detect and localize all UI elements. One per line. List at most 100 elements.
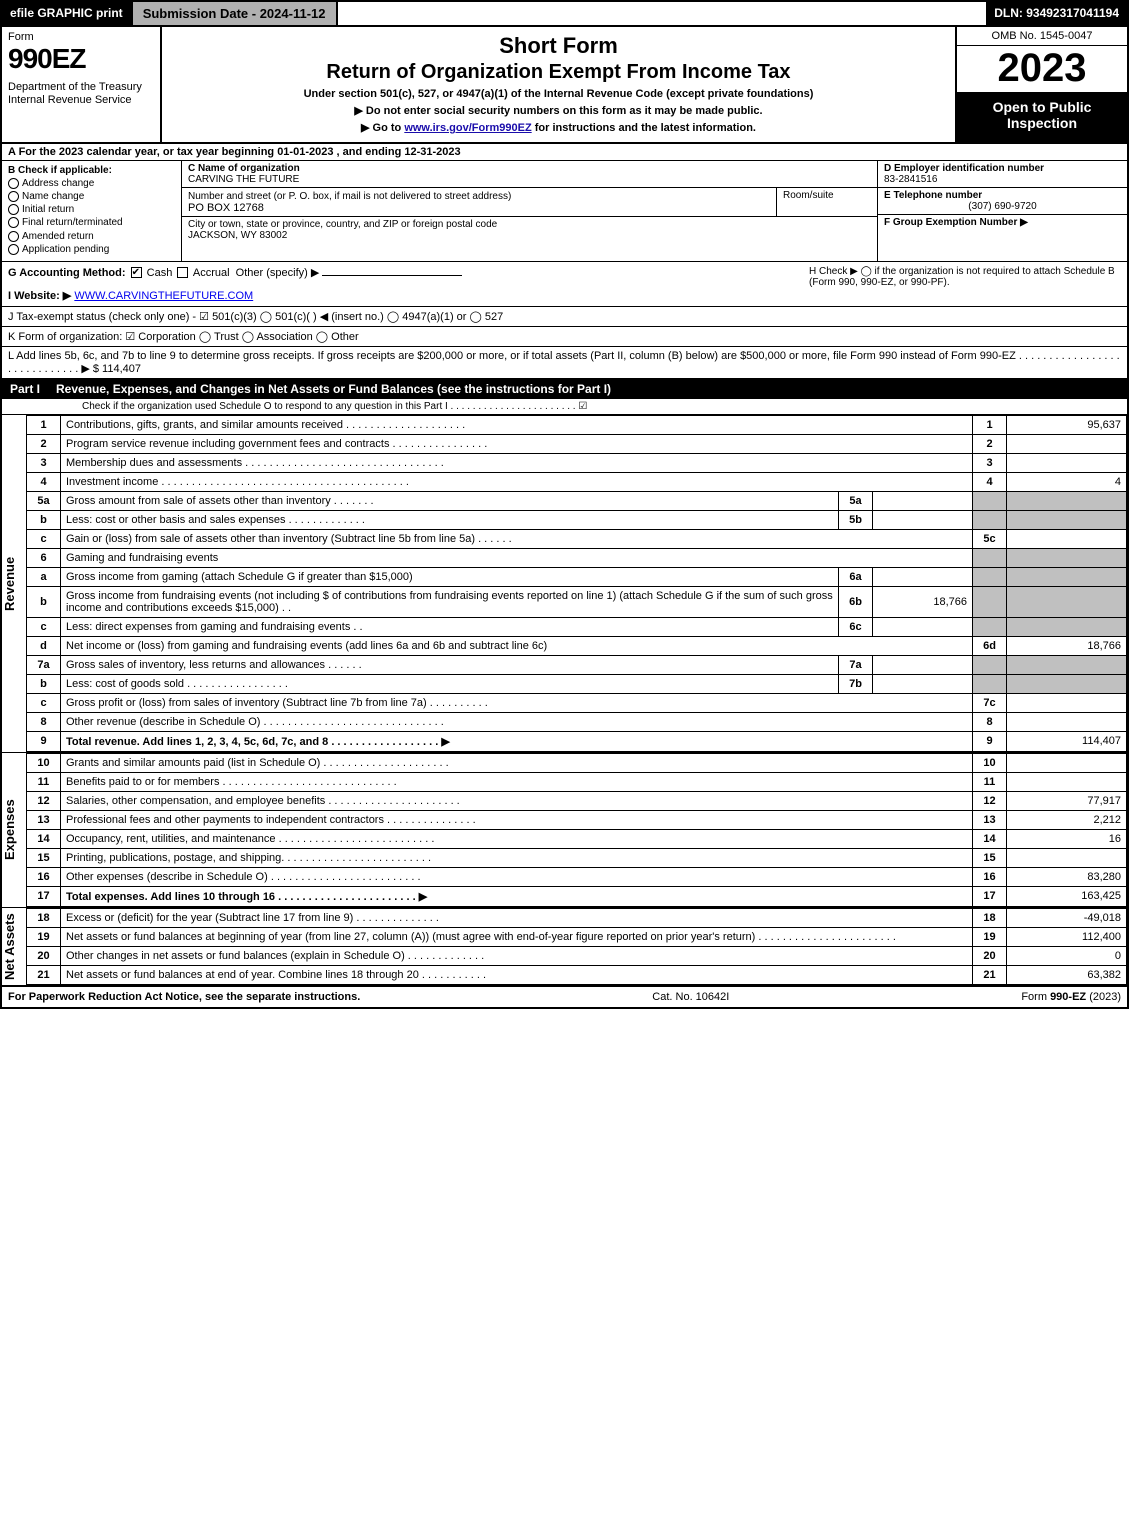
line-5c: cGain or (loss) from sale of assets othe…: [27, 529, 1127, 548]
line-8: 8Other revenue (describe in Schedule O) …: [27, 712, 1127, 731]
cell-room: Room/suite: [777, 188, 877, 216]
form-subtitle: Under section 501(c), 527, or 4947(a)(1)…: [170, 88, 947, 100]
line-9: 9Total revenue. Add lines 1, 2, 3, 4, 5c…: [27, 731, 1127, 751]
cash-label: Cash: [147, 267, 173, 279]
expenses-section: Expenses 10Grants and similar amounts pa…: [0, 752, 1129, 907]
line-7c: cGross profit or (loss) from sales of in…: [27, 693, 1127, 712]
netassets-section: Net Assets 18Excess or (deficit) for the…: [0, 907, 1129, 987]
form-number: 990EZ: [8, 43, 154, 75]
line-11: 11Benefits paid to or for members . . . …: [27, 772, 1127, 791]
part1-title: Revenue, Expenses, and Changes in Net As…: [56, 382, 611, 396]
i-label: I Website: ▶: [8, 290, 71, 302]
line-17: 17Total expenses. Add lines 10 through 1…: [27, 886, 1127, 906]
page-footer: For Paperwork Reduction Act Notice, see …: [0, 987, 1129, 1009]
footer-center: Cat. No. 10642I: [652, 991, 729, 1003]
sidebar-netassets: Net Assets: [2, 908, 26, 985]
line-6d: dNet income or (loss) from gaming and fu…: [27, 636, 1127, 655]
form-title-main: Return of Organization Exempt From Incom…: [170, 61, 947, 84]
cb-amended-return[interactable]: Amended return: [8, 231, 175, 242]
street-label: Number and street (or P. O. box, if mail…: [188, 191, 511, 202]
instruct2-post: for instructions and the latest informat…: [532, 122, 756, 134]
row-l-value: 114,407: [102, 363, 141, 375]
col-b-checkboxes: B Check if applicable: Address change Na…: [2, 161, 182, 261]
cb-cash[interactable]: [131, 267, 142, 278]
line-13: 13Professional fees and other payments t…: [27, 810, 1127, 829]
g-left: G Accounting Method: Cash Accrual Other …: [8, 266, 801, 302]
omb-number: OMB No. 1545-0047: [957, 27, 1127, 46]
ein-label: D Employer identification number: [884, 163, 1044, 174]
org-name-label: C Name of organization: [188, 163, 300, 174]
cb-final-return[interactable]: Final return/terminated: [8, 217, 175, 228]
line-5b: bLess: cost or other basis and sales exp…: [27, 510, 1127, 529]
part1-sub: Check if the organization used Schedule …: [2, 399, 1127, 414]
department-label: Department of the Treasury Internal Reve…: [8, 81, 154, 107]
form-title-short: Short Form: [170, 33, 947, 59]
top-bar: efile GRAPHIC print Submission Date - 20…: [0, 0, 1129, 27]
cb-initial-return[interactable]: Initial return: [8, 204, 175, 215]
line-14: 14Occupancy, rent, utilities, and mainte…: [27, 829, 1127, 848]
line-6a: aGross income from gaming (attach Schedu…: [27, 567, 1127, 586]
line-15: 15Printing, publications, postage, and s…: [27, 848, 1127, 867]
header-right: OMB No. 1545-0047 2023 Open to Public In…: [957, 27, 1127, 142]
line-6b: bGross income from fundraising events (n…: [27, 586, 1127, 617]
footer-right: Form 990-EZ (2023): [1021, 991, 1121, 1003]
row-j-tax-exempt: J Tax-exempt status (check only one) - ☑…: [0, 307, 1129, 327]
line-6: 6Gaming and fundraising events: [27, 548, 1127, 567]
footer-left: For Paperwork Reduction Act Notice, see …: [8, 991, 360, 1003]
cb-name-change[interactable]: Name change: [8, 191, 175, 202]
submission-date: Submission Date - 2024-11-12: [131, 2, 338, 25]
open-to-public: Open to Public Inspection: [957, 93, 1127, 142]
city-label: City or town, state or province, country…: [188, 219, 497, 230]
cell-ein: D Employer identification number 83-2841…: [878, 161, 1127, 188]
revenue-table: 1Contributions, gifts, grants, and simil…: [26, 415, 1127, 752]
line-3: 3Membership dues and assessments . . . .…: [27, 453, 1127, 472]
website-link[interactable]: WWW.CARVINGTHEFUTURE.COM: [74, 290, 253, 302]
cell-org-name: C Name of organization CARVING THE FUTUR…: [182, 161, 877, 188]
line-6c: cLess: direct expenses from gaming and f…: [27, 617, 1127, 636]
h-check: H Check ▶ ◯ if the organization is not r…: [801, 266, 1121, 302]
section-bcd: B Check if applicable: Address change Na…: [0, 161, 1129, 262]
other-specify-input[interactable]: [322, 275, 462, 276]
tel-value: (307) 690-9720: [884, 201, 1121, 212]
line-1: 1Contributions, gifts, grants, and simil…: [27, 415, 1127, 434]
line-5a: 5aGross amount from sale of assets other…: [27, 491, 1127, 510]
line-4: 4Investment income . . . . . . . . . . .…: [27, 472, 1127, 491]
other-label: Other (specify) ▶: [236, 267, 320, 279]
line-21: 21Net assets or fund balances at end of …: [27, 965, 1127, 984]
ein-value: 83-2841516: [884, 174, 937, 185]
row-l-gross-receipts: L Add lines 5b, 6c, and 7b to line 9 to …: [0, 347, 1129, 379]
form-header: Form 990EZ Department of the Treasury In…: [0, 27, 1129, 144]
revenue-section: Revenue 1Contributions, gifts, grants, a…: [0, 415, 1129, 752]
line-7a: 7aGross sales of inventory, less returns…: [27, 655, 1127, 674]
efile-label[interactable]: efile GRAPHIC print: [2, 2, 131, 25]
header-center: Short Form Return of Organization Exempt…: [162, 27, 957, 142]
row-k-org-form: K Form of organization: ☑ Corporation ◯ …: [0, 327, 1129, 347]
cb-address-change[interactable]: Address change: [8, 178, 175, 189]
line-16: 16Other expenses (describe in Schedule O…: [27, 867, 1127, 886]
cell-group-exemption: F Group Exemption Number ▶: [878, 215, 1127, 261]
line-10: 10Grants and similar amounts paid (list …: [27, 753, 1127, 772]
line-2: 2Program service revenue including gover…: [27, 434, 1127, 453]
instruction-ssn: ▶ Do not enter social security numbers o…: [170, 104, 947, 117]
part1-header: Part I Revenue, Expenses, and Changes in…: [2, 379, 1127, 399]
cb-accrual[interactable]: [177, 267, 188, 278]
room-label: Room/suite: [783, 190, 834, 201]
line-7b: bLess: cost of goods sold . . . . . . . …: [27, 674, 1127, 693]
dln-label: DLN: 93492317041194: [986, 2, 1127, 25]
irs-link[interactable]: www.irs.gov/Form990EZ: [404, 122, 531, 134]
row-a-calendar-year: A For the 2023 calendar year, or tax yea…: [0, 144, 1129, 161]
line-18: 18Excess or (deficit) for the year (Subt…: [27, 908, 1127, 927]
line-12: 12Salaries, other compensation, and empl…: [27, 791, 1127, 810]
netassets-table: 18Excess or (deficit) for the year (Subt…: [26, 908, 1127, 985]
sidebar-expenses: Expenses: [2, 753, 26, 907]
form-label: Form: [8, 31, 154, 43]
expenses-table: 10Grants and similar amounts paid (list …: [26, 753, 1127, 907]
org-name-value: CARVING THE FUTURE: [188, 174, 299, 185]
cell-street: Number and street (or P. O. box, if mail…: [182, 188, 777, 216]
instruction-link: ▶ Go to www.irs.gov/Form990EZ for instru…: [170, 121, 947, 134]
accrual-label: Accrual: [193, 267, 230, 279]
topbar-spacer: [338, 2, 987, 25]
cb-application-pending[interactable]: Application pending: [8, 244, 175, 255]
street-value: PO BOX 12768: [188, 202, 264, 214]
col-c-org-info: C Name of organization CARVING THE FUTUR…: [182, 161, 877, 261]
